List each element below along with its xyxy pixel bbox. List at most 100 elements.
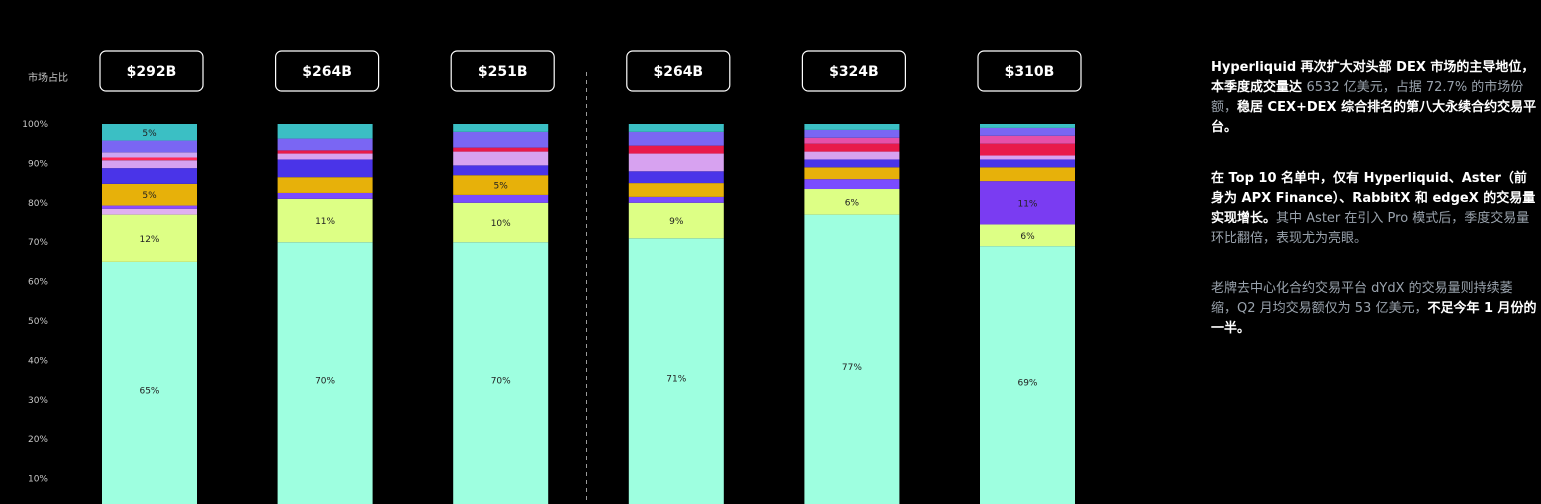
bar-segment xyxy=(102,160,197,169)
bar-total-label: $292B xyxy=(127,64,177,80)
commentary-text: 稳居 CEX+DEX 综合排名的第八大永续合约交易平台。 xyxy=(1211,100,1537,136)
y-tick-label: 30% xyxy=(28,396,48,406)
commentary-text: 不足今年 1 月份的一半。 xyxy=(1211,301,1537,337)
y-tick-label: 100% xyxy=(22,120,48,130)
bar-segment xyxy=(453,194,549,203)
bar-segment xyxy=(102,208,197,215)
bar-segment xyxy=(628,131,724,146)
bar-segment xyxy=(453,147,549,152)
commentary-text: Hyperliquid 再次扩大对头部 DEX 市场的主导地位，本季度成交量达 xyxy=(1211,60,1535,96)
bar-segment xyxy=(453,165,549,176)
y-tick-label: 80% xyxy=(28,199,48,209)
bar-segment xyxy=(980,246,1075,504)
segment-data-label: 11% xyxy=(1017,199,1037,209)
bar-segment xyxy=(804,214,900,504)
bar-segment xyxy=(628,202,724,239)
bar-total-box xyxy=(977,50,1082,92)
bar-segment xyxy=(628,196,724,203)
segment-data-label: 5% xyxy=(142,191,157,201)
commentary-paragraph-2: 在 Top 10 名单中，仅有 Hyperliquid、Aster（前身为 AP… xyxy=(1211,169,1537,250)
bar-segment xyxy=(453,151,549,166)
commentary-paragraph-1: Hyperliquid 再次扩大对头部 DEX 市场的主导地位，本季度成交量达 … xyxy=(1211,58,1537,139)
bar-total-label: $324B xyxy=(829,64,879,80)
segment-data-label: 12% xyxy=(139,235,159,245)
segment-data-label: 5% xyxy=(494,182,509,192)
y-tick-label: 70% xyxy=(28,238,48,248)
commentary-text: 在 Top 10 名单中，仅有 Hyperliquid、Aster（前身为 AP… xyxy=(1211,170,1536,226)
bar-segment xyxy=(277,153,373,160)
bar-segment xyxy=(102,214,197,262)
bar-segment xyxy=(980,135,1075,144)
bar-segment xyxy=(804,143,900,152)
bar-segment xyxy=(277,159,373,178)
bar-segment xyxy=(453,242,549,504)
bar-segment xyxy=(102,157,197,161)
bar-segment xyxy=(628,238,724,504)
y-tick-label: 40% xyxy=(28,356,48,366)
stacked-bar-chart: 市场占比 100% 90% 80% 70% 60% 50% 40% 30% 20% 10% $292B… xyxy=(22,50,1082,504)
bar-segment xyxy=(628,124,724,132)
y-tick-label: 50% xyxy=(28,317,48,327)
bar-segment xyxy=(980,181,1075,225)
bar-segment xyxy=(980,127,1075,136)
segment-data-label: 5% xyxy=(142,129,157,139)
segment-data-label: 6% xyxy=(845,198,860,208)
segment-data-label: 77% xyxy=(842,363,862,373)
bar-segment xyxy=(277,242,373,504)
bar-segment xyxy=(277,150,373,154)
segment-data-label: 9% xyxy=(669,217,684,227)
segment-data-label: 11% xyxy=(315,217,335,227)
bar-segment xyxy=(102,183,197,206)
bar-segment xyxy=(102,152,197,158)
bar-segment xyxy=(453,202,549,243)
bar-segment xyxy=(102,261,197,504)
bar-segment xyxy=(628,183,724,197)
segment-data-label: 70% xyxy=(315,377,335,387)
segment-data-label: 71% xyxy=(666,375,686,385)
bar-total-box xyxy=(450,50,555,92)
bar-segment xyxy=(277,198,373,243)
y-tick-label: 90% xyxy=(28,159,48,169)
bar-segment xyxy=(628,153,724,172)
y-axis-label: 市场占比 xyxy=(28,71,68,84)
bar-segment xyxy=(628,171,724,184)
bar-segment xyxy=(804,137,900,144)
bar-total-box xyxy=(801,50,907,92)
y-tick-label: 20% xyxy=(28,435,48,445)
bar-segment xyxy=(804,167,900,180)
bar-segment xyxy=(102,205,197,209)
segment-data-label: 69% xyxy=(1017,379,1037,389)
bar-segment xyxy=(980,224,1075,247)
bar-segment xyxy=(102,168,197,184)
bar-total-box xyxy=(99,50,204,92)
bar-segment xyxy=(453,124,549,132)
bar-segment xyxy=(102,124,197,141)
bar-segment xyxy=(980,124,1075,128)
commentary-text: 6532 亿美元，占据 72.7% 的市场份额， xyxy=(1211,80,1524,116)
bar-segment xyxy=(804,151,900,160)
bar-total-label: $251B xyxy=(478,64,528,80)
bar-segment xyxy=(277,124,373,139)
bar-total-label: $310B xyxy=(1005,64,1055,80)
bar-total-label: $264B xyxy=(653,64,703,80)
bar-segment xyxy=(277,177,373,193)
bar-total-label: $264B xyxy=(302,64,352,80)
segment-data-label: 6% xyxy=(1020,232,1035,242)
y-tick-label: 10% xyxy=(28,475,48,485)
bar-segment xyxy=(453,175,549,195)
bar-segment xyxy=(980,159,1075,168)
commentary-paragraph-3: 老牌去中心化合约交易平台 dYdX 的交易量则持续萎缩，Q2 月均交易额仅为 5… xyxy=(1211,279,1537,339)
bar-segment xyxy=(453,131,549,148)
bar-total-box xyxy=(275,50,380,92)
bar-segment xyxy=(804,189,900,215)
bar-segment xyxy=(277,138,373,151)
bar-total-box xyxy=(626,50,731,92)
bar-segment xyxy=(980,155,1075,160)
segment-data-label: 70% xyxy=(491,377,511,387)
bar-segment xyxy=(628,145,724,154)
segment-data-label: 65% xyxy=(139,386,159,396)
commentary-text: 其中 Aster 在引入 Pro 模式后，季度交易量环比翻倍，表现尤为亮眼。 xyxy=(1211,210,1530,246)
bar-segment xyxy=(277,192,373,199)
bar-segment xyxy=(980,143,1075,156)
bar-segment xyxy=(980,167,1075,182)
